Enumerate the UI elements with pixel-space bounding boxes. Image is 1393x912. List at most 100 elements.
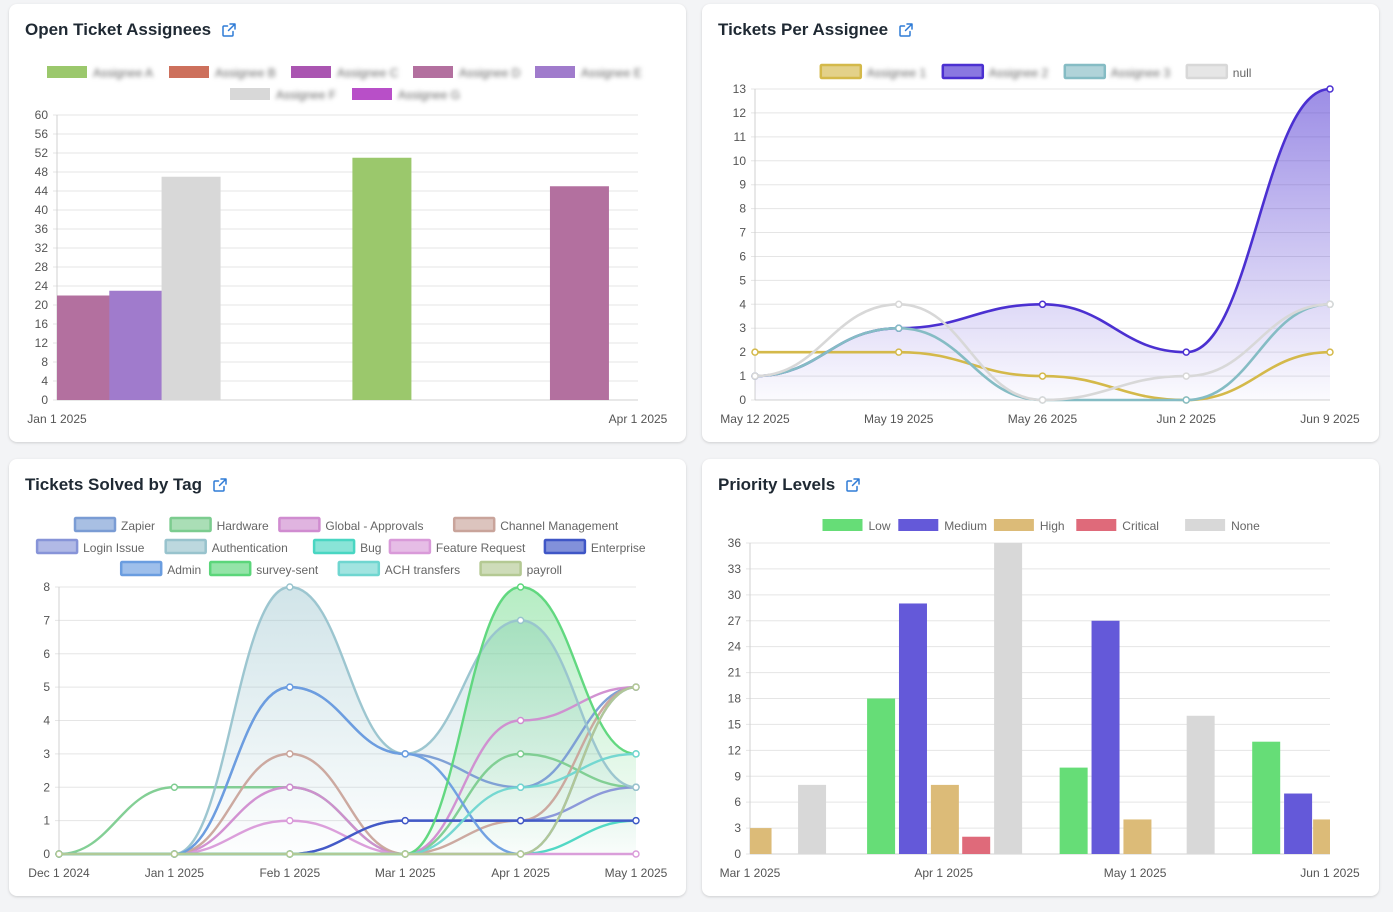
y-tick-label: 0 bbox=[734, 847, 741, 861]
legend-label: Assignee C bbox=[337, 66, 399, 80]
legend-label: Medium bbox=[944, 519, 987, 533]
bar bbox=[1252, 741, 1281, 854]
series-area bbox=[59, 587, 636, 854]
bar bbox=[798, 784, 827, 854]
legend-label: Global - Approvals bbox=[325, 519, 423, 533]
card-title: Tickets Per Assignee bbox=[718, 20, 889, 39]
data-point bbox=[286, 683, 294, 691]
data-point bbox=[55, 850, 63, 858]
y-tick-label: 1 bbox=[43, 814, 50, 828]
data-point bbox=[895, 348, 903, 356]
x-tick-label: Apr 1 2025 bbox=[609, 412, 668, 426]
tickets-per-assignee-chart: Assignee 1 Assignee 2 Assignee 3 null012345… bbox=[720, 63, 1360, 426]
x-tick-label: Apr 1 2025 bbox=[914, 866, 973, 880]
priority-levels-chart: Low Medium High Critical None036912151821242… bbox=[720, 519, 1360, 880]
card-header: Tickets Solved by Tag bbox=[25, 475, 228, 495]
x-tick-label: Mar 1 2025 bbox=[720, 866, 781, 880]
y-tick-label: 48 bbox=[35, 165, 49, 179]
y-tick-label: 6 bbox=[734, 795, 741, 809]
legend-label: survey-sent bbox=[256, 563, 319, 577]
y-tick-label: 11 bbox=[734, 130, 747, 144]
bar bbox=[1123, 819, 1152, 854]
y-tick-label: 60 bbox=[35, 108, 49, 122]
tickets-solved-by-tag-card: Tickets Solved by Tag Zapier Hardware Glob… bbox=[9, 459, 686, 896]
y-tick-label: 32 bbox=[35, 241, 49, 255]
bar bbox=[549, 186, 609, 400]
open-ticket-assignees-card: Open Ticket Assignees Assignee A Assignee… bbox=[9, 4, 686, 442]
y-tick-label: 5 bbox=[43, 680, 50, 694]
y-tick-label: 52 bbox=[35, 146, 49, 160]
y-tick-label: 20 bbox=[35, 298, 49, 312]
legend-swatch bbox=[291, 66, 331, 78]
legend-label: ACH transfers bbox=[385, 563, 460, 577]
priority-levels-card: Priority Levels Low Medium High Critical Non… bbox=[702, 459, 1379, 896]
legend-label: Assignee 3 bbox=[1111, 66, 1171, 80]
data-point bbox=[401, 816, 409, 825]
legend-label: Authentication bbox=[212, 541, 288, 555]
y-tick-label: 8 bbox=[739, 202, 746, 216]
legend-label: Admin bbox=[167, 563, 201, 577]
y-tick-label: 4 bbox=[43, 714, 50, 728]
data-point bbox=[516, 850, 525, 858]
data-point bbox=[632, 750, 640, 758]
y-tick-label: 0 bbox=[43, 847, 50, 861]
tickets-solved-by-tag-chart: Zapier Hardware Global - Approvals Channel … bbox=[28, 516, 668, 880]
y-tick-label: 36 bbox=[728, 536, 742, 550]
y-tick-label: 24 bbox=[35, 279, 49, 293]
external-link-icon[interactable] bbox=[898, 22, 914, 38]
y-tick-label: 8 bbox=[41, 355, 48, 369]
y-tick-label: 9 bbox=[734, 769, 741, 783]
data-point bbox=[1326, 85, 1334, 93]
y-tick-label: 36 bbox=[35, 222, 49, 236]
data-point bbox=[286, 750, 294, 758]
x-tick-label: Jun 1 2025 bbox=[1300, 866, 1360, 880]
legend-label: Assignee 2 bbox=[989, 66, 1049, 80]
external-link-icon[interactable] bbox=[212, 477, 228, 493]
legend-swatch bbox=[230, 88, 270, 100]
legend-swatch bbox=[822, 519, 863, 531]
y-tick-label: 3 bbox=[734, 821, 741, 835]
data-point bbox=[1182, 372, 1190, 380]
card-title: Tickets Solved by Tag bbox=[25, 475, 202, 494]
series-line bbox=[754, 303, 1331, 402]
card-title: Open Ticket Assignees bbox=[25, 20, 212, 39]
y-tick-label: 2 bbox=[43, 780, 50, 794]
open-ticket-assignees-chart: Assignee A Assignee B Assignee C Assignee D… bbox=[27, 66, 668, 426]
x-tick-label: Apr 1 2025 bbox=[491, 866, 550, 880]
legend-label: Assignee G bbox=[398, 88, 460, 102]
legend-swatch bbox=[413, 66, 453, 78]
data-point bbox=[286, 783, 294, 791]
data-point bbox=[751, 372, 759, 380]
y-tick-label: 7 bbox=[739, 226, 746, 240]
legend-label: Zapier bbox=[121, 519, 155, 533]
legend-label: Bug bbox=[360, 541, 381, 555]
data-point bbox=[401, 850, 409, 858]
y-tick-label: 28 bbox=[35, 260, 49, 274]
legend-swatch bbox=[535, 66, 575, 78]
external-link-icon[interactable] bbox=[845, 477, 861, 493]
legend-swatch bbox=[1076, 519, 1117, 531]
data-point bbox=[1326, 300, 1334, 309]
card-header: Priority Levels bbox=[718, 475, 861, 495]
y-tick-label: 7 bbox=[43, 613, 50, 627]
external-link-icon[interactable] bbox=[221, 22, 237, 38]
y-tick-label: 4 bbox=[41, 374, 48, 388]
legend-label: Assignee F bbox=[276, 88, 336, 102]
card-header: Open Ticket Assignees bbox=[25, 20, 237, 40]
bar bbox=[1186, 715, 1215, 854]
data-point bbox=[516, 716, 525, 725]
x-tick-label: May 1 2025 bbox=[605, 866, 668, 880]
y-tick-label: 6 bbox=[43, 647, 50, 661]
x-tick-label: May 19 2025 bbox=[864, 412, 934, 426]
bar bbox=[750, 828, 772, 854]
data-point bbox=[1038, 300, 1047, 309]
data-point bbox=[170, 783, 179, 791]
data-point bbox=[632, 683, 640, 691]
legend-label: Critical bbox=[1122, 519, 1159, 533]
data-point bbox=[286, 850, 294, 858]
y-tick-label: 13 bbox=[733, 82, 747, 96]
y-tick-label: 8 bbox=[43, 580, 50, 594]
y-tick-label: 27 bbox=[728, 614, 742, 628]
legend-swatch bbox=[47, 66, 87, 78]
data-point bbox=[1326, 348, 1334, 356]
